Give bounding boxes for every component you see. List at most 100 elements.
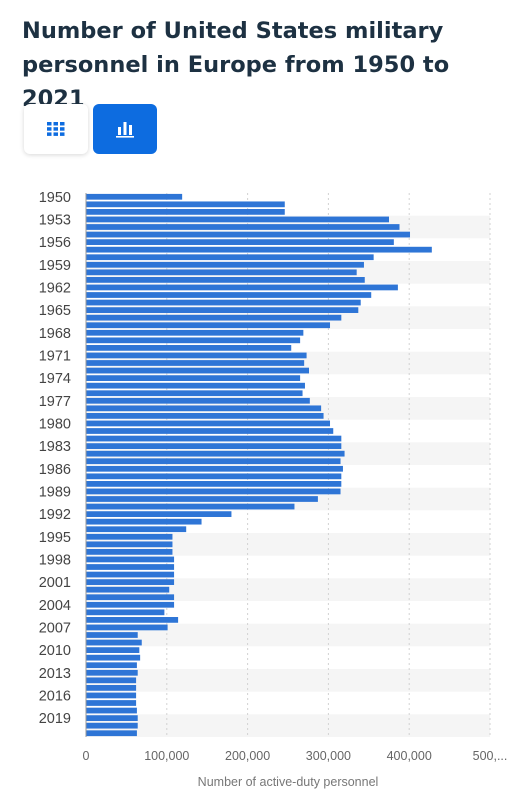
bar-2008 [86, 632, 138, 638]
bar-1970 [86, 345, 292, 351]
bar-1982 [86, 435, 342, 442]
bar-1955 [86, 231, 411, 238]
bar-2012 [86, 662, 137, 669]
band-stripe [86, 714, 490, 737]
bar-1965 [86, 307, 359, 313]
y-tick-label: 2004 [39, 598, 71, 614]
bar-1971 [86, 352, 307, 359]
bar-1964 [86, 299, 361, 306]
bar-2016 [86, 692, 137, 699]
bar-2020 [86, 722, 138, 729]
x-tick-label: 300,000 [306, 749, 351, 763]
bar-2014 [86, 677, 137, 684]
bar-1999 [86, 564, 175, 570]
y-tick-label: 2001 [39, 575, 71, 591]
y-tick-label: 1962 [39, 280, 71, 296]
bar-1952 [86, 209, 285, 215]
bar-1994 [86, 526, 187, 533]
y-tick-label: 1983 [39, 439, 71, 455]
x-tick-label: 200,000 [225, 749, 270, 763]
bar-2007 [86, 624, 168, 631]
y-tick-label: 2010 [39, 643, 71, 659]
bar-1980 [86, 420, 331, 427]
bar-1975 [86, 382, 305, 389]
bar-1973 [86, 367, 310, 374]
bar-1990 [86, 496, 318, 502]
y-tick-label: 1989 [39, 484, 71, 500]
y-tick-label: 1965 [39, 303, 71, 319]
bar-1981 [86, 428, 334, 434]
bar-1991 [86, 503, 295, 510]
bar-1993 [86, 518, 202, 525]
x-tick-label: 0 [83, 749, 90, 763]
x-axis-title: Number of active-duty personnel [198, 775, 379, 789]
bar-1961 [86, 277, 365, 283]
bar-1966 [86, 314, 342, 321]
table-view-button[interactable] [24, 104, 88, 154]
bar-1963 [86, 292, 372, 298]
bar-1989 [86, 488, 341, 495]
bar-2021 [86, 730, 137, 737]
bar-2017 [86, 700, 137, 706]
bar-1983 [86, 443, 342, 449]
bar-1984 [86, 450, 345, 457]
bar-2009 [86, 639, 142, 646]
bar-1986 [86, 465, 343, 472]
bar-1950 [86, 193, 183, 200]
bar-2005 [86, 609, 165, 616]
bar-2000 [86, 571, 175, 578]
bar-1996 [86, 541, 173, 548]
bar-1976 [86, 390, 303, 397]
bar-1951 [86, 201, 285, 208]
bar-1962 [86, 284, 398, 291]
y-tick-label: 1953 [39, 212, 71, 228]
bar-1957 [86, 246, 432, 253]
bar-1959 [86, 261, 364, 268]
x-tick-label: 400,000 [387, 749, 432, 763]
bar-1956 [86, 239, 394, 245]
y-tick-label: 1992 [39, 507, 71, 523]
y-tick-label: 1956 [39, 235, 71, 251]
band-stripe [86, 533, 490, 556]
bar-1985 [86, 458, 341, 465]
bar-2003 [86, 594, 175, 601]
bar-1988 [86, 481, 342, 487]
bar-1967 [86, 322, 331, 329]
y-tick-label: 1971 [39, 348, 71, 364]
y-tick-label: 1986 [39, 462, 71, 478]
x-tick-label: 500,... [473, 749, 508, 763]
bar-1954 [86, 224, 400, 230]
bar-1969 [86, 337, 301, 344]
y-tick-label: 1959 [39, 258, 71, 274]
bar-1992 [86, 511, 232, 517]
bar-1972 [86, 360, 305, 366]
y-tick-label: 1968 [39, 326, 71, 342]
y-tick-label: 1995 [39, 530, 71, 546]
bar-2019 [86, 715, 138, 721]
bar-1974 [86, 375, 301, 381]
y-tick-label: 1950 [39, 190, 71, 206]
bar-1997 [86, 549, 173, 555]
y-tick-label: 2007 [39, 620, 71, 636]
bar-1953 [86, 216, 389, 223]
band-stripe [86, 578, 490, 601]
bar-1978 [86, 405, 322, 412]
bar-chart-icon [116, 122, 134, 138]
y-tick-label: 2016 [39, 688, 71, 704]
bar-2011 [86, 654, 141, 661]
grid-icon [47, 122, 65, 136]
bar-1960 [86, 269, 357, 276]
x-tick-label: 100,000 [144, 749, 189, 763]
y-tick-label: 1980 [39, 416, 71, 432]
bar-1998 [86, 556, 175, 563]
band-stripe [86, 669, 490, 692]
bar-2002 [86, 586, 170, 593]
chart-title: Number of United States military personn… [22, 18, 450, 112]
bar-1958 [86, 254, 374, 261]
chart-view-button[interactable] [93, 104, 157, 154]
y-tick-label: 2013 [39, 666, 71, 682]
bar-2004 [86, 601, 175, 608]
bar-1968 [86, 329, 304, 336]
bar-2006 [86, 617, 179, 623]
